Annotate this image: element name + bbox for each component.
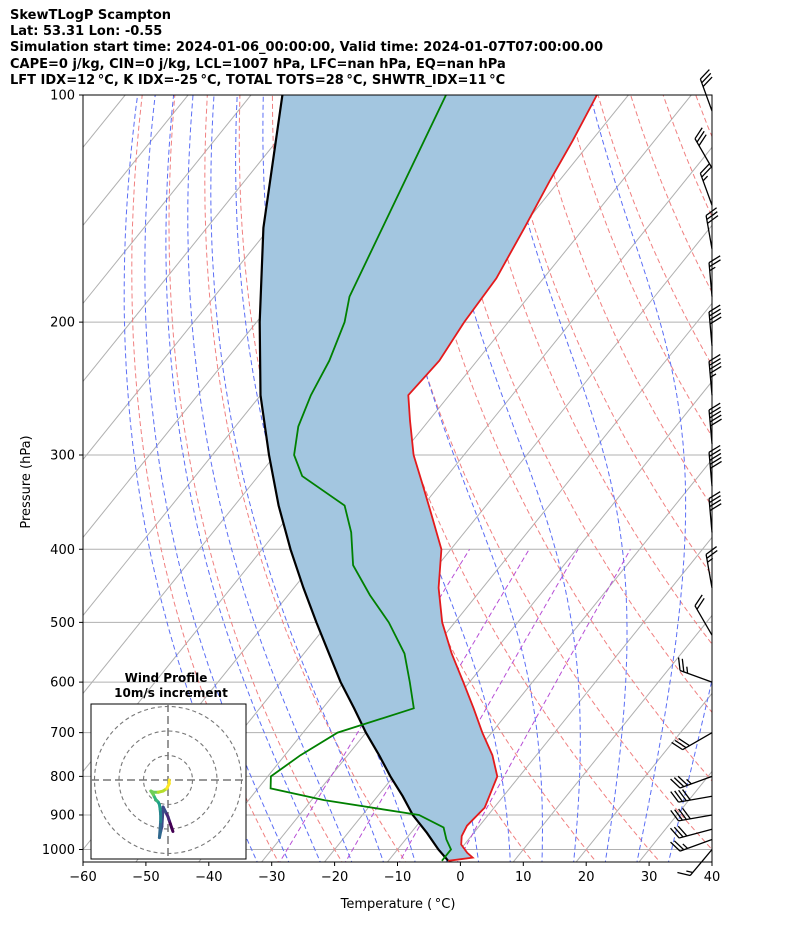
isotherm-line bbox=[575, 692, 712, 862]
x-tick-label: 10 bbox=[515, 870, 532, 885]
dry-adiabat bbox=[499, 95, 712, 577]
x-tick-label: −60 bbox=[69, 870, 96, 885]
isotherm-line bbox=[260, 302, 712, 862]
y-tick-label: 300 bbox=[50, 448, 75, 463]
x-tick-label: −30 bbox=[258, 870, 285, 885]
x-tick-label: −40 bbox=[195, 870, 222, 885]
x-tick-label: 20 bbox=[578, 870, 595, 885]
isotherm-line bbox=[512, 614, 712, 862]
dewpoint-line bbox=[269, 95, 453, 862]
hodograph-subtitle: 10m/s increment bbox=[114, 686, 228, 700]
x-tick-label: 30 bbox=[641, 870, 658, 885]
temperature-line bbox=[407, 95, 598, 862]
hodograph-inset: Wind Profile 10m/s increment bbox=[90, 671, 247, 860]
dry-adiabat bbox=[131, 95, 279, 862]
dry-adiabat bbox=[761, 95, 794, 866]
cin-shading bbox=[259, 95, 597, 861]
wind-barb bbox=[670, 807, 713, 822]
moist-adiabat bbox=[187, 95, 353, 862]
chart-header: SkewTLogP Scampton Lat: 53.31 Lon: -0.55… bbox=[10, 8, 603, 89]
dry-adiabat bbox=[532, 95, 712, 508]
moist-adiabat bbox=[372, 95, 543, 862]
parcel-profile-line bbox=[258, 95, 450, 862]
chart-title: SkewTLogP Scampton bbox=[10, 8, 172, 23]
wind-barb bbox=[708, 402, 722, 444]
wind-barb bbox=[708, 491, 722, 533]
dry-adiabat bbox=[304, 95, 597, 862]
wind-barb bbox=[677, 849, 713, 877]
hodograph-segment bbox=[160, 805, 165, 829]
hodograph-plot bbox=[91, 704, 246, 859]
isotherm-line bbox=[449, 536, 712, 862]
dry-adiabat bbox=[369, 95, 712, 851]
location-line: Lat: 53.31 Lon: -0.55 bbox=[10, 24, 163, 40]
y-tick-label: 200 bbox=[50, 316, 75, 331]
dry-adiabat bbox=[168, 95, 343, 862]
isotherm-line bbox=[83, 95, 252, 305]
x-axis-label: Temperature ( °C) bbox=[340, 897, 456, 912]
wind-barb bbox=[677, 657, 713, 683]
y-tick-label: 1000 bbox=[42, 843, 75, 858]
wind-barb bbox=[708, 444, 722, 487]
profile-series bbox=[258, 95, 598, 862]
y-tick-label: 800 bbox=[50, 770, 75, 785]
x-tick-label: −20 bbox=[321, 870, 348, 885]
y-tick-label: 100 bbox=[50, 89, 75, 104]
isotherm-line bbox=[83, 95, 189, 227]
dry-adiabat bbox=[402, 95, 712, 782]
y-tick-label: 400 bbox=[50, 543, 75, 558]
moist-adiabat bbox=[667, 677, 712, 862]
dry-adiabat bbox=[204, 95, 407, 862]
cape-line: CAPE=0 j/kg, CIN=0 j/kg, LCL=1007 hPa, L… bbox=[10, 56, 506, 72]
moist-adiabat bbox=[144, 95, 290, 862]
y-tick-label: 500 bbox=[50, 616, 75, 631]
x-tick-label: 40 bbox=[704, 870, 721, 885]
isotherm-line bbox=[83, 95, 315, 383]
wind-barb bbox=[708, 255, 721, 297]
wind-barb bbox=[671, 732, 713, 751]
isotherm-line bbox=[638, 770, 712, 862]
y-tick-label: 600 bbox=[50, 676, 75, 691]
wind-barbs bbox=[669, 69, 722, 877]
hodograph-segment bbox=[157, 820, 163, 840]
dry-adiabat bbox=[565, 95, 712, 438]
moist-adiabat bbox=[210, 95, 384, 862]
x-tick-label: −10 bbox=[384, 870, 411, 885]
wind-barb bbox=[670, 775, 713, 789]
x-tick-label: 0 bbox=[456, 870, 464, 885]
x-tick-label: −50 bbox=[132, 870, 159, 885]
wind-barb bbox=[694, 127, 713, 169]
mixing-ratio-line bbox=[456, 549, 631, 862]
wind-barb bbox=[699, 163, 713, 206]
wind-barb bbox=[669, 825, 713, 839]
wind-barb bbox=[705, 546, 718, 588]
time-line: Simulation start time: 2024-01-06_00:00:… bbox=[10, 40, 603, 56]
dry-adiabat bbox=[434, 95, 712, 714]
dry-adiabat bbox=[597, 95, 712, 367]
dry-adiabat bbox=[728, 95, 794, 866]
wind-barb bbox=[708, 304, 722, 346]
wind-barb bbox=[670, 838, 713, 852]
wind-barb bbox=[694, 594, 713, 636]
wind-barb bbox=[670, 789, 713, 803]
dry-adiabat bbox=[695, 95, 712, 138]
axis-ticks: −60 −50 −40 −30 −20 −10 0 10 20 30 40 1000 900 800 700… bbox=[42, 89, 720, 886]
hodograph-title: Wind Profile bbox=[125, 671, 208, 685]
y-axis-label: Pressure (hPa) bbox=[19, 435, 34, 528]
y-tick-label: 700 bbox=[50, 726, 75, 741]
moist-adiabat bbox=[589, 95, 687, 862]
moist-adiabat bbox=[165, 95, 321, 862]
wind-barb bbox=[708, 353, 722, 396]
indices-line: LFT IDX=12 °C, K IDX=-25 °C, TOTAL TOTS=… bbox=[10, 72, 506, 88]
moist-adiabat bbox=[497, 95, 628, 862]
wind-barb bbox=[705, 207, 719, 250]
mixing-ratio-line bbox=[279, 549, 471, 862]
y-tick-label: 900 bbox=[50, 808, 75, 823]
wind-barb bbox=[699, 69, 713, 112]
